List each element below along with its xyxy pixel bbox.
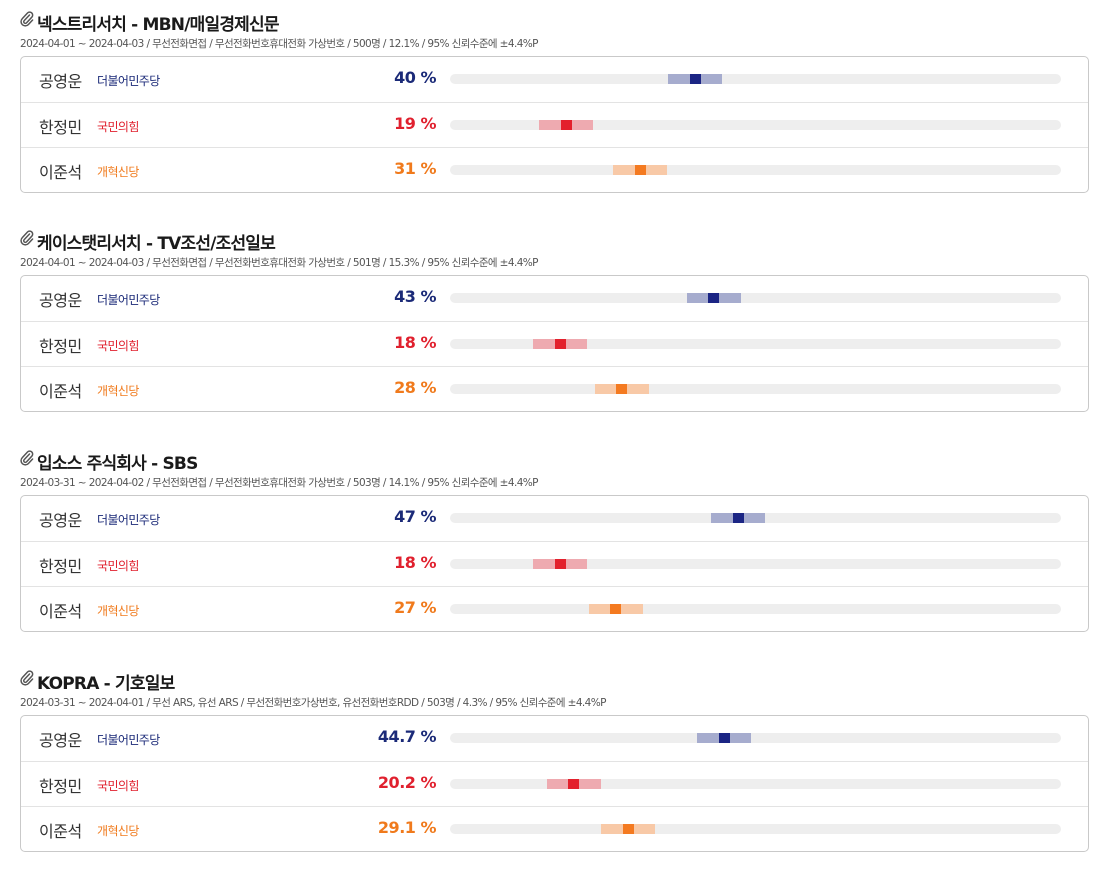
party-label: 개혁신당 bbox=[97, 165, 139, 179]
candidate-name: 이준석 bbox=[39, 382, 82, 401]
result-row: 이준석 개혁신당 28 % bbox=[21, 366, 1088, 412]
point-marker bbox=[554, 559, 566, 569]
poll-title: 입소스 주식회사 - SBS bbox=[37, 454, 198, 474]
poll-title: 넥스트리서치 - MBN/매일경제신문 bbox=[37, 15, 279, 35]
candidate-name: 한정민 bbox=[39, 777, 82, 796]
result-row: 공영운 더불어민주당 43 % bbox=[21, 276, 1088, 321]
party-label: 더불어민주당 bbox=[97, 513, 160, 527]
paperclip-icon bbox=[20, 450, 34, 466]
percent-value: 27 % bbox=[394, 598, 436, 617]
result-bar bbox=[450, 824, 1061, 834]
party-label: 개혁신당 bbox=[97, 604, 139, 618]
result-bar bbox=[450, 733, 1061, 743]
poll-header: 입소스 주식회사 - SBS 2024-03-31 ~ 2024-04-02 /… bbox=[20, 449, 1089, 489]
percent-value: 28 % bbox=[394, 378, 436, 397]
poll-header: 케이스탯리서치 - TV조선/조선일보 2024-04-01 ~ 2024-04… bbox=[20, 229, 1089, 269]
candidate-name: 한정민 bbox=[39, 557, 82, 576]
party-label: 국민의힘 bbox=[97, 120, 139, 134]
result-row: 한정민 국민의힘 18 % bbox=[21, 541, 1088, 587]
result-bar bbox=[450, 339, 1061, 349]
point-marker bbox=[622, 824, 634, 834]
point-marker bbox=[708, 293, 720, 303]
poll-results: 공영운 더불어민주당 43 % 한정민 국민의힘 18 % 이준석 개혁신당 2… bbox=[20, 275, 1089, 412]
candidate-name: 한정민 bbox=[39, 118, 82, 137]
result-row: 공영운 더불어민주당 40 % bbox=[21, 57, 1088, 102]
percent-value: 19 % bbox=[394, 114, 436, 133]
result-row: 공영운 더불어민주당 47 % bbox=[21, 496, 1088, 541]
result-bar bbox=[450, 293, 1061, 303]
point-marker bbox=[689, 74, 701, 84]
result-row: 한정민 국민의힘 19 % bbox=[21, 102, 1088, 148]
poll-meta: 2024-04-01 ~ 2024-04-03 / 무선전화면접 / 무선전화번… bbox=[20, 38, 539, 50]
party-label: 더불어민주당 bbox=[97, 74, 160, 88]
candidate-name: 이준석 bbox=[39, 602, 82, 621]
party-label: 국민의힘 bbox=[97, 339, 139, 353]
percent-value: 20.2 % bbox=[377, 773, 437, 792]
poll-card: 넥스트리서치 - MBN/매일경제신문 2024-04-01 ~ 2024-04… bbox=[20, 10, 1089, 193]
candidate-name: 이준석 bbox=[39, 163, 82, 182]
percent-value: 31 % bbox=[394, 159, 436, 178]
point-marker bbox=[732, 513, 744, 523]
candidate-name: 공영운 bbox=[39, 511, 82, 530]
candidate-name: 한정민 bbox=[39, 337, 82, 356]
candidate-name: 공영운 bbox=[39, 731, 82, 750]
candidate-name: 공영운 bbox=[39, 291, 82, 310]
party-label: 개혁신당 bbox=[97, 384, 139, 398]
candidate-name: 이준석 bbox=[39, 822, 82, 841]
result-row: 한정민 국민의힘 18 % bbox=[21, 321, 1088, 367]
result-row: 공영운 더불어민주당 44.7 % bbox=[21, 716, 1088, 761]
percent-value: 18 % bbox=[394, 333, 436, 352]
poll-header: KOPRA - 기호일보 2024-03-31 ~ 2024-04-01 / 무… bbox=[20, 669, 1089, 709]
poll-results: 공영운 더불어민주당 40 % 한정민 국민의힘 19 % 이준석 개혁신당 3… bbox=[20, 56, 1089, 193]
point-marker bbox=[616, 384, 628, 394]
percent-value: 40 % bbox=[394, 68, 436, 87]
paperclip-icon bbox=[20, 670, 34, 686]
poll-title: KOPRA - 기호일보 bbox=[37, 674, 175, 694]
result-row: 한정민 국민의힘 20.2 % bbox=[21, 761, 1088, 807]
result-bar bbox=[450, 513, 1061, 523]
party-label: 개혁신당 bbox=[97, 824, 139, 838]
point-marker bbox=[568, 779, 580, 789]
result-bar bbox=[450, 120, 1061, 130]
percent-value: 29.1 % bbox=[377, 818, 437, 837]
result-bar bbox=[450, 779, 1061, 789]
poll-card: 케이스탯리서치 - TV조선/조선일보 2024-04-01 ~ 2024-04… bbox=[20, 229, 1089, 412]
result-row: 이준석 개혁신당 31 % bbox=[21, 147, 1088, 193]
paperclip-icon bbox=[20, 230, 34, 246]
poll-card: 입소스 주식회사 - SBS 2024-03-31 ~ 2024-04-02 /… bbox=[20, 449, 1089, 632]
percent-value: 44.7 % bbox=[377, 727, 437, 746]
percent-value: 18 % bbox=[394, 553, 436, 572]
poll-card: KOPRA - 기호일보 2024-03-31 ~ 2024-04-01 / 무… bbox=[20, 669, 1089, 852]
party-label: 국민의힘 bbox=[97, 559, 139, 573]
paperclip-icon bbox=[20, 11, 34, 27]
result-bar bbox=[450, 559, 1061, 569]
result-row: 이준석 개혁신당 27 % bbox=[21, 586, 1088, 632]
point-marker bbox=[634, 165, 646, 175]
poll-results: 공영운 더불어민주당 44.7 % 한정민 국민의힘 20.2 % 이준석 개혁… bbox=[20, 715, 1089, 852]
party-label: 국민의힘 bbox=[97, 779, 139, 793]
point-marker bbox=[560, 120, 572, 130]
poll-meta: 2024-03-31 ~ 2024-04-02 / 무선전화면접 / 무선전화번… bbox=[20, 477, 539, 489]
party-label: 더불어민주당 bbox=[97, 733, 160, 747]
poll-header: 넥스트리서치 - MBN/매일경제신문 2024-04-01 ~ 2024-04… bbox=[20, 10, 1089, 50]
party-label: 더불어민주당 bbox=[97, 293, 160, 307]
result-bar bbox=[450, 604, 1061, 614]
result-bar bbox=[450, 74, 1061, 84]
point-marker bbox=[718, 733, 730, 743]
poll-meta: 2024-03-31 ~ 2024-04-01 / 무선 ARS, 유선 ARS… bbox=[20, 697, 606, 709]
poll-results: 공영운 더불어민주당 47 % 한정민 국민의힘 18 % 이준석 개혁신당 2… bbox=[20, 495, 1089, 632]
percent-value: 43 % bbox=[394, 287, 436, 306]
point-marker bbox=[610, 604, 621, 614]
poll-title: 케이스탯리서치 - TV조선/조선일보 bbox=[37, 234, 276, 254]
percent-value: 47 % bbox=[394, 507, 436, 526]
candidate-name: 공영운 bbox=[39, 72, 82, 91]
result-row: 이준석 개혁신당 29.1 % bbox=[21, 806, 1088, 852]
result-bar bbox=[450, 384, 1061, 394]
poll-meta: 2024-04-01 ~ 2024-04-03 / 무선전화면접 / 무선전화번… bbox=[20, 257, 539, 269]
point-marker bbox=[554, 339, 566, 349]
result-bar bbox=[450, 165, 1061, 175]
